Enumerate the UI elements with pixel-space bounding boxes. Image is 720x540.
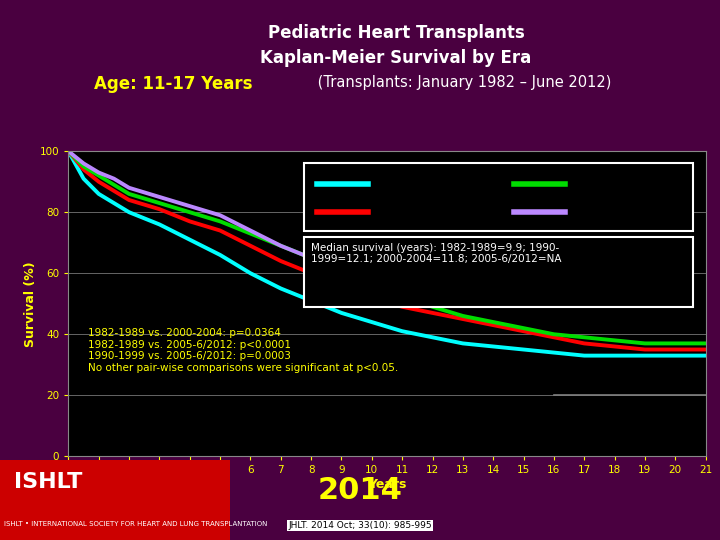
Text: JHLT. 2014 Oct; 33(10): 985-995: JHLT. 2014 Oct; 33(10): 985-995: [288, 521, 432, 530]
Text: Pediatric Heart Transplants: Pediatric Heart Transplants: [268, 24, 524, 42]
Text: ISHLT • INTERNATIONAL SOCIETY FOR HEART AND LUNG TRANSPLANTATION: ISHLT • INTERNATIONAL SOCIETY FOR HEART …: [4, 521, 267, 527]
Text: Median survival (years): 1982-1989=9.9; 1990-
1999=12.1; 2000-2004=11.8; 2005-6/: Median survival (years): 1982-1989=9.9; …: [310, 243, 561, 265]
FancyBboxPatch shape: [304, 164, 693, 231]
Text: ISHLT: ISHLT: [14, 472, 83, 492]
Text: 1982-1989 vs. 2000-2004: p=0.0364
1982-1989 vs. 2005-6/2012: p<0.0001
1990-1999 : 1982-1989 vs. 2000-2004: p=0.0364 1982-1…: [88, 328, 397, 373]
Text: 2014: 2014: [318, 476, 402, 505]
Y-axis label: Survival (%): Survival (%): [24, 261, 37, 347]
Bar: [0, 460, 230, 540]
X-axis label: Years: Years: [368, 478, 406, 491]
Text: Age: 11-17 Years: Age: 11-17 Years: [94, 75, 252, 92]
Text: Kaplan-Meier Survival by Era: Kaplan-Meier Survival by Era: [261, 49, 531, 66]
FancyBboxPatch shape: [304, 237, 693, 307]
Text: (Transplants: January 1982 – June 2012): (Transplants: January 1982 – June 2012): [313, 75, 611, 90]
